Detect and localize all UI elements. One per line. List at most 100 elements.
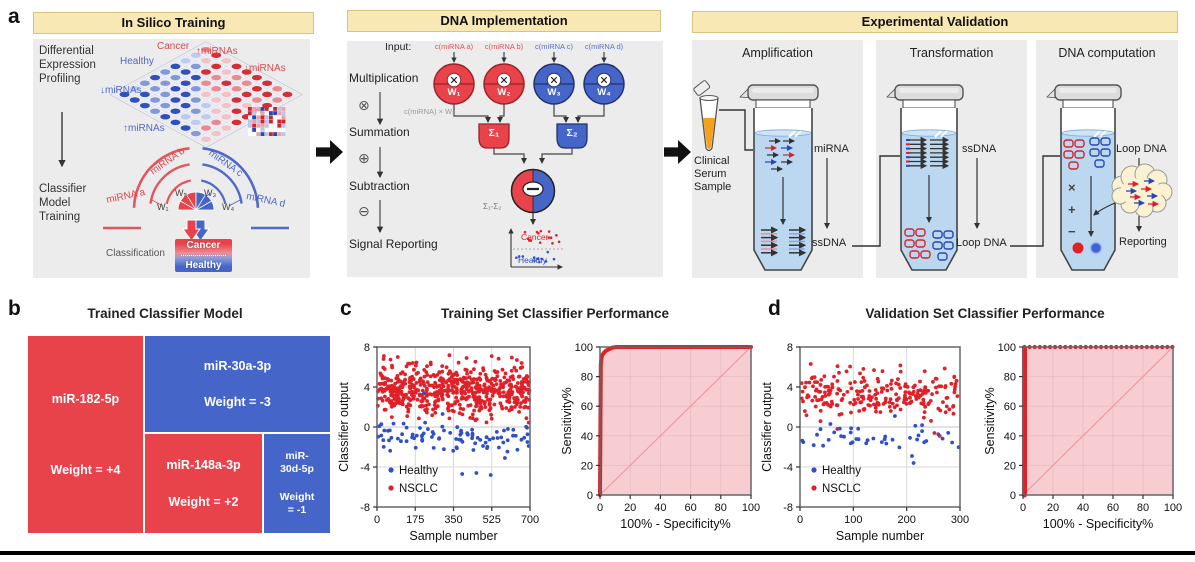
classification-cancer-label: Cancer	[186, 240, 221, 251]
step-multiplication-label: Multiplication	[349, 71, 419, 85]
svg-text:Classifier output: Classifier output	[760, 382, 774, 472]
minus-circle-icon: ⊖	[358, 203, 370, 219]
block-name: miR-30a-3p	[203, 358, 272, 373]
stage-amplification-title: Amplification	[742, 46, 813, 60]
panel-a-label: a	[8, 5, 20, 28]
svg-text:Sample number: Sample number	[409, 529, 497, 543]
step-signal-reporting-label: Signal Reporting	[349, 237, 438, 251]
loop-dna-label-c: Loop DNA	[1116, 143, 1167, 155]
svg-text:8: 8	[787, 342, 793, 354]
svg-text:20: 20	[624, 502, 636, 514]
svg-text:Sample number: Sample number	[836, 529, 924, 543]
legend: Healthy NSCLC	[388, 465, 438, 495]
multiply-caption: c(miRNA) × Wₓ	[404, 107, 455, 116]
block-weight: Weight = +2	[168, 495, 239, 510]
node-w1-label: W₁	[447, 87, 461, 98]
svg-text:100: 100	[844, 514, 862, 526]
treemap-block-mir-30d-5p: miR- 30d-5p Weight = -1	[264, 434, 330, 533]
sigma1-label: Σ₁	[488, 127, 500, 139]
svg-text:100% - Specificity%: 100% - Specificity%	[1043, 517, 1153, 531]
classifier-fan	[103, 147, 289, 242]
svg-text:0: 0	[1020, 502, 1026, 514]
svg-text:350: 350	[444, 514, 462, 526]
svg-text:40: 40	[1077, 502, 1089, 514]
svg-text:60: 60	[581, 401, 593, 413]
mini-heatmap	[248, 107, 286, 136]
svg-text:4: 4	[364, 382, 370, 394]
weight-w3-label: W₃	[204, 188, 217, 198]
block-weight: Weight = -1	[279, 491, 315, 517]
diagonal-reference	[599, 346, 752, 496]
classifier-model-label: Classifier Model Training	[39, 183, 87, 223]
block-weight: Weight = +4	[50, 462, 121, 477]
gridlines	[600, 347, 751, 495]
trained-classifier-treemap: miR-182-5p Weight = +4 miR-30a-3p Weight…	[28, 336, 330, 533]
input-label: Input:	[385, 41, 412, 53]
clinical-sample-tube	[693, 80, 719, 152]
svg-text:-8: -8	[783, 502, 793, 514]
axis-ticks: 0 175 350 525 700 8 4 0 -4 -8	[360, 342, 539, 526]
stage-dna-computation-title: DNA computation	[1058, 46, 1156, 60]
svg-text:0: 0	[1010, 490, 1016, 502]
treemap-block-mir-182-5p: miR-182-5p Weight = +4	[28, 336, 143, 533]
svg-text:4: 4	[787, 382, 793, 394]
panel-c-label: c	[340, 297, 352, 320]
plate-cancer-label: Cancer	[157, 41, 190, 52]
axis-ticks: 0 20 40 60 80 100 0 20 40 60 80 100	[575, 342, 761, 514]
plate-down-mirnas-healthy-label: ↓miRNAs	[100, 85, 142, 96]
diagonal-reference	[1022, 346, 1174, 496]
treemap-block-mir-30a-3p: miR-30a-3p Weight = -3	[145, 336, 330, 432]
input-mirna-d-label: c(miRNA d)	[584, 42, 624, 51]
panel-a-diagram	[58, 41, 1173, 271]
svg-text:0: 0	[364, 422, 370, 434]
mirna-label: miRNA	[814, 143, 849, 155]
axis-ticks: 0 20 40 60 80 100 0 20 40 60 80 100	[998, 342, 1183, 514]
training-scatter-chart: 0 175 350 525 700 8 4 0 -4 -8 Sample number Classif…	[337, 342, 539, 543]
operator-multiply-icon: ×	[1068, 180, 1076, 195]
svg-text:100: 100	[1164, 502, 1182, 514]
classification-label: Classification	[106, 248, 165, 259]
svg-text:525: 525	[483, 514, 501, 526]
panel-b-label: b	[8, 297, 21, 320]
header-in-silico-training: In Silico Training	[33, 12, 314, 34]
operator-plus-icon: +	[1068, 202, 1076, 217]
svg-text:-4: -4	[360, 462, 370, 474]
svg-text:20: 20	[1004, 460, 1016, 472]
subtract-caption: Σ₁-Σ₂	[483, 202, 502, 211]
training-roc-chart: 0 20 40 60 80 100 0 20 40 60 80 100 100% - Specifici…	[560, 342, 761, 531]
step-summation-label: Summation	[349, 125, 410, 139]
dna-circuit	[376, 52, 625, 270]
block-name: miR- 30d-5p	[280, 449, 314, 475]
svg-text:80: 80	[581, 372, 593, 384]
input-mirna-a-label: c(miRNA a)	[434, 42, 474, 51]
svg-text:40: 40	[1004, 431, 1016, 443]
reporting-label: Reporting	[1119, 236, 1167, 248]
step-subtraction-label: Subtraction	[349, 179, 410, 193]
expression-plate	[109, 41, 303, 148]
axis-labels: 100% - Specificity% Sensitivity%	[983, 387, 1153, 531]
ssdna-label-a: ssDNA	[812, 237, 847, 249]
svg-text:100: 100	[575, 342, 593, 354]
plate-up-mirnas-cancer-label: ↑miRNAs	[196, 46, 238, 57]
plate-up-mirnas-healthy-label: ↑miRNAs	[123, 123, 165, 134]
svg-text:0: 0	[797, 514, 803, 526]
svg-text:200: 200	[897, 514, 915, 526]
panel-d-title: Validation Set Classifier Performance	[865, 306, 1105, 321]
loop-dna-label-b: Loop DNA	[956, 237, 1007, 249]
weight-w2-label: W₂	[175, 188, 187, 198]
validation-roc-chart: 0 20 40 60 80 100 0 20 40 60 80 100 100% - Specifici…	[983, 342, 1183, 531]
operator-minus-icon: −	[1068, 224, 1076, 239]
svg-text:8: 8	[364, 342, 370, 354]
experimental-tubes	[739, 84, 1122, 271]
svg-text:40: 40	[654, 502, 666, 514]
svg-text:NSCLC: NSCLC	[399, 483, 438, 495]
node-w4-label: W₄	[597, 87, 611, 98]
multiply-circle-icon: ⊗	[358, 97, 370, 113]
panel-b-title: Trained Classifier Model	[87, 306, 243, 321]
svg-text:20: 20	[581, 460, 593, 472]
classification-healthy-label: Healthy	[185, 260, 222, 271]
svg-text:-8: -8	[360, 502, 370, 514]
scatter-points-nsclc	[375, 353, 532, 425]
classification-output-box: Cancer Healthy	[175, 239, 232, 272]
